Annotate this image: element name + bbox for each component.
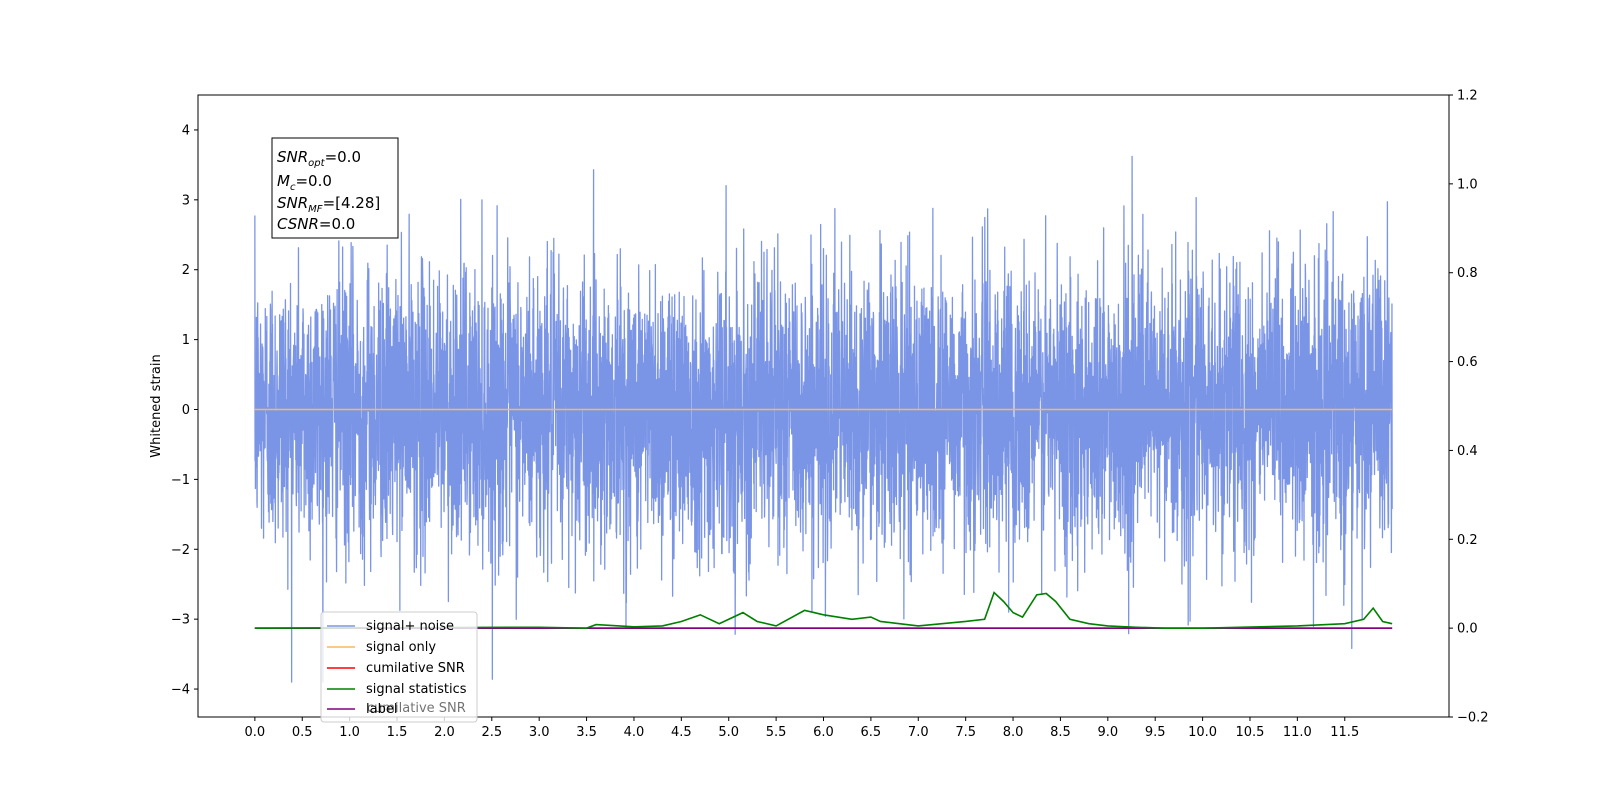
- legend-label-cumulative-snr: cumilative SNR: [366, 661, 465, 676]
- x-tick-label: 11.0: [1283, 725, 1312, 740]
- legend-label-signal-noise: signal+ noise: [366, 619, 454, 634]
- x-tick-label: 10.5: [1236, 725, 1265, 740]
- y-axis-label: Whitened strain: [149, 354, 164, 457]
- x-axis-ticks: 0.0 0.5 1.0 1.5 2.0 2.5 3.0 3.5 4.0 4.5 5.0 5.5 6.0 6…: [245, 717, 1359, 740]
- y2-tick-label: 1.2: [1457, 89, 1478, 104]
- x-tick-label: 1.5: [387, 725, 408, 740]
- stats-box: SNRopt=0.0 Mc=0.0 SNRMF=[4.28] CSNR=0.0: [271, 137, 399, 239]
- x-tick-label: 3.5: [576, 725, 597, 740]
- y2-tick-label: 0.8: [1457, 266, 1478, 281]
- x-tick-label: 1.0: [339, 725, 360, 740]
- stats-snr-opt-value: =0.0: [325, 148, 361, 166]
- stats-csnr: CSNR=0.0: [277, 215, 355, 233]
- stats-snr-opt-main: SNR: [277, 148, 308, 166]
- x-tick-label: 7.0: [908, 725, 929, 740]
- y-tick-label: −1: [171, 473, 190, 488]
- x-tick-label: 4.0: [624, 725, 645, 740]
- x-tick-label: 8.5: [1050, 725, 1071, 740]
- x-tick-label: 11.5: [1330, 725, 1359, 740]
- x-tick-label: 4.5: [671, 725, 692, 740]
- y2-tick-label: −0.2: [1457, 711, 1489, 726]
- x-tick-label: 9.5: [1145, 725, 1166, 740]
- x-tick-label: 7.5: [955, 725, 976, 740]
- stats-snr-opt-sub: opt: [308, 158, 325, 169]
- stats-box-frame: [271, 137, 399, 239]
- x-tick-label: 0.5: [292, 725, 313, 740]
- y-tick-label: −2: [171, 543, 190, 558]
- stats-snr-opt: SNRopt=0.0: [277, 148, 361, 169]
- y2-axis-ticks: 1.2 1.0 0.8 0.6 0.4 0.2 0.0 −0.2: [1449, 89, 1489, 726]
- y-tick-label: 1: [182, 333, 190, 348]
- legend-label-signal-only: signal only: [366, 640, 436, 655]
- signal-noise-series: [254, 155, 1393, 683]
- legend-label-label: label: [366, 702, 397, 717]
- y-tick-label: −3: [171, 613, 190, 628]
- stats-snr-mf-value: =[4.28]: [323, 194, 381, 212]
- stats-snr-mf: SNRMF=[4.28]: [277, 194, 380, 215]
- x-tick-label: 2.0: [434, 725, 455, 740]
- y-tick-label: 2: [182, 263, 190, 278]
- x-tick-label: 5.0: [718, 725, 739, 740]
- y-tick-label: 0: [182, 403, 190, 418]
- x-tick-label: 10.0: [1188, 725, 1217, 740]
- stats-csnr-value: =0.0: [319, 215, 355, 233]
- y2-tick-label: 0.6: [1457, 355, 1478, 370]
- x-tick-label: 2.5: [481, 725, 502, 740]
- stats-mc: Mc=0.0: [277, 172, 332, 193]
- legend-label-signal-statistics: signal statistics: [366, 682, 467, 697]
- y-tick-label: 4: [182, 123, 190, 138]
- x-tick-label: 6.5: [861, 725, 882, 740]
- x-tick-label: 9.0: [1097, 725, 1118, 740]
- signal-statistics-line: [254, 591, 1393, 629]
- signal-noise-line: [254, 155, 1393, 683]
- stats-mc-sub: c: [290, 182, 296, 193]
- legend-frame: [320, 611, 478, 723]
- x-tick-label: 3.0: [529, 725, 550, 740]
- legend: cumilative SNR signal+ noise signal only…: [320, 611, 478, 723]
- stats-mc-main: M: [277, 172, 290, 190]
- y2-tick-label: 0.4: [1457, 444, 1478, 459]
- x-tick-label: 6.0: [813, 725, 834, 740]
- stats-mc-value: =0.0: [295, 172, 331, 190]
- x-tick-label: 5.5: [766, 725, 787, 740]
- stats-snr-mf-sub: MF: [308, 204, 323, 215]
- legend-ghost-text: cumilative SNR: [367, 701, 466, 716]
- y2-tick-label: 0.0: [1457, 622, 1478, 637]
- y-tick-label: 3: [182, 193, 190, 208]
- stats-snr-mf-main: SNR: [277, 194, 308, 212]
- y2-tick-label: 0.2: [1457, 533, 1478, 548]
- y-tick-label: −4: [171, 683, 190, 698]
- y2-tick-label: 1.0: [1457, 177, 1478, 192]
- stats-csnr-main: CSNR: [277, 215, 319, 233]
- y-axis-ticks: 4 3 2 1 0 −1 −2 −3 −4: [171, 123, 198, 698]
- x-tick-label: 0.0: [245, 725, 266, 740]
- x-tick-label: 8.0: [1003, 725, 1024, 740]
